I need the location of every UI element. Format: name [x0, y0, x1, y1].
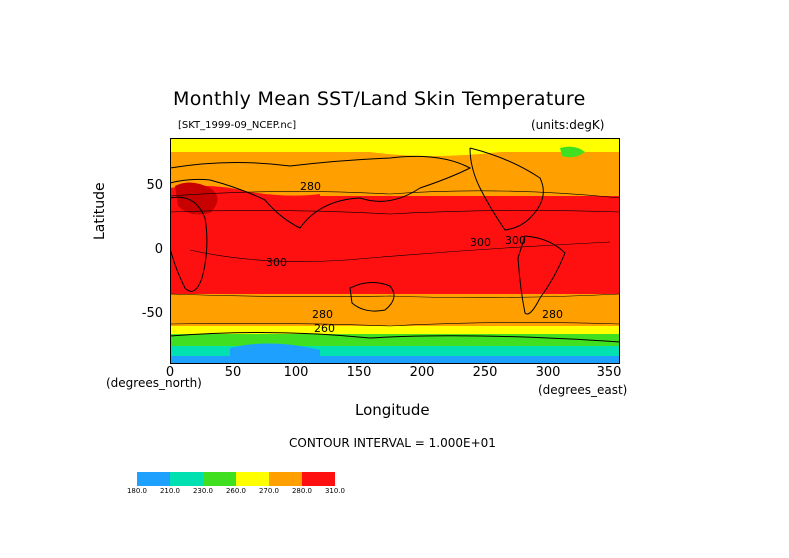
contour-lines — [170, 190, 620, 327]
x-tick-label: 250 — [472, 365, 498, 380]
cold-region-antarctic — [230, 343, 320, 362]
colorbar-label: 260.0 — [225, 487, 247, 495]
band-orange-south — [170, 294, 620, 326]
coastline-africa — [170, 196, 208, 292]
colorbar-label: 270.0 — [258, 487, 280, 495]
colorbar-swatch — [302, 472, 335, 486]
coastline-australia — [349, 282, 395, 312]
y-tick-label: 50 — [146, 178, 163, 193]
colorbar-swatch — [269, 472, 302, 486]
x-tick-label: 150 — [346, 365, 372, 380]
band-red-tropics — [170, 196, 620, 294]
colorbar-label: 310.0 — [324, 487, 346, 495]
yellow-region-asia — [370, 138, 620, 156]
x-tick-label: 100 — [283, 365, 309, 380]
band-yellow-south — [170, 326, 620, 334]
contour-label: 280 — [312, 308, 333, 321]
coastline-antarctica — [170, 331, 620, 343]
units-label: (units:degK) — [531, 118, 605, 132]
band-green-antarctic — [170, 334, 620, 346]
contour-line — [189, 241, 611, 262]
x-axis-label: Longitude — [355, 401, 430, 419]
band-cyan-antarctic — [170, 346, 620, 356]
colorbar-label: 230.0 — [192, 487, 214, 495]
colorbar — [137, 472, 335, 486]
contour-line — [170, 293, 620, 298]
y-axis-label: Latitude — [92, 182, 108, 240]
x-tick-label: 50 — [224, 365, 242, 380]
contour-label: 260 — [314, 322, 335, 335]
y-tick-label: -50 — [141, 306, 163, 321]
y-unit-label: (degrees_north) — [106, 376, 202, 390]
colorbar-swatch — [170, 472, 203, 486]
contour-label: 300 — [266, 256, 287, 269]
map-frame — [170, 138, 620, 364]
x-tick-label: 0 — [165, 365, 175, 380]
contour-line — [170, 322, 620, 327]
colorbar-label: 280.0 — [291, 487, 313, 495]
x-tick-label: 300 — [535, 365, 561, 380]
x-tick-label: 200 — [409, 365, 435, 380]
temperature-map: 280 300 300 300 280 280 260 — [170, 138, 620, 364]
file-label: [SKT_1999-09_NCEP.nc] — [178, 120, 297, 131]
y-tick-label: 0 — [154, 242, 163, 257]
green-region-greenland — [560, 146, 585, 158]
coastline-eurasia — [170, 155, 472, 229]
contour-label: 280 — [542, 308, 563, 321]
chart-title: Monthly Mean SST/Land Skin Temperature — [173, 88, 586, 110]
coastline-south-america — [517, 235, 566, 315]
colorbar-swatch — [203, 472, 236, 486]
colorbar-swatch — [236, 472, 269, 486]
colorbar-label: 210.0 — [159, 487, 181, 495]
contour-label: 280 — [300, 180, 321, 193]
contour-label: 300 — [505, 234, 526, 247]
colorbar-swatch — [137, 472, 170, 486]
coastline-north-america — [469, 147, 544, 231]
band-blue-antarctic — [170, 356, 620, 364]
colorbar-label: 180.0 — [126, 487, 148, 495]
contour-interval: CONTOUR INTERVAL = 1.000E+01 — [289, 436, 496, 450]
coastlines — [170, 147, 620, 343]
x-unit-label: (degrees_east) — [538, 383, 628, 397]
contour-line — [170, 210, 620, 215]
x-tick-label: 350 — [596, 365, 622, 380]
dark-region-africa — [175, 182, 218, 215]
contour-label: 300 — [470, 236, 491, 249]
contour-line — [170, 190, 620, 199]
